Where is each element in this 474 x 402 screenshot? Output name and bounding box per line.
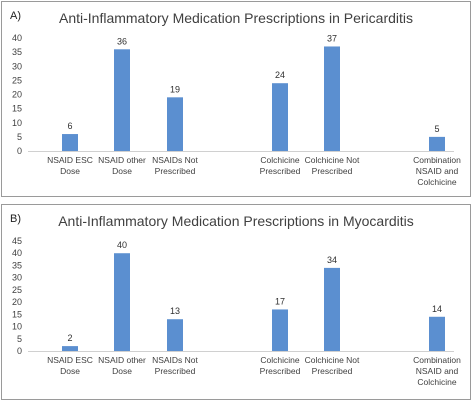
- y-tick-label: 20: [12, 90, 22, 100]
- bar: [62, 346, 78, 351]
- data-label: 17: [275, 296, 285, 306]
- y-tick-label: 0: [17, 146, 22, 156]
- x-category-label: NSAID ESC Dose: [47, 155, 93, 176]
- bar-chart-pericarditis: 0 5 10 15 20 25 30 35 40 6 NSAID ESC Dose 36 NSAID ot…: [12, 33, 461, 187]
- y-tick-label: 10: [12, 322, 22, 332]
- bar: [167, 97, 183, 151]
- y-tick-label: 5: [17, 132, 22, 142]
- x-category-label: Colchicine Not Prescribed: [305, 355, 360, 376]
- chart-panel-myocarditis: B) Anti-Inflammatory Medication Prescrip…: [1, 204, 471, 400]
- bar: [167, 319, 183, 351]
- y-tick-label: 0: [17, 346, 22, 356]
- data-label: 34: [327, 255, 337, 265]
- bar: [429, 136, 445, 151]
- x-category-label: NSAIDs Not Prescribed: [152, 155, 198, 176]
- data-label: 24: [275, 70, 285, 80]
- data-label: 40: [117, 240, 127, 250]
- y-tick-label: 15: [12, 104, 22, 114]
- bar: [324, 46, 340, 151]
- data-label: 37: [327, 33, 337, 43]
- data-label: 13: [170, 306, 180, 316]
- y-tick-label: 25: [12, 285, 22, 295]
- x-category-label: Colchicine Prescribed: [260, 155, 301, 176]
- x-category-label: NSAIDs Not Prescribed: [152, 355, 198, 376]
- chart-panel-pericarditis: A) Anti-Inflammatory Medication Prescrip…: [1, 1, 471, 197]
- bar: [272, 83, 288, 151]
- y-tick-label: 30: [12, 61, 22, 71]
- x-category-label: NSAID other Dose: [98, 155, 146, 176]
- y-tick-label: 10: [12, 118, 22, 128]
- data-label: 6: [67, 121, 72, 131]
- data-label: 14: [432, 304, 442, 314]
- y-tick-label: 15: [12, 309, 22, 319]
- x-category-label: Combination NSAID and Colchicine: [413, 155, 461, 187]
- x-category-label: NSAID other Dose: [98, 355, 146, 376]
- y-tick-label: 5: [17, 334, 22, 344]
- x-category-label: NSAID ESC Dose: [47, 355, 93, 376]
- y-tick-label: 35: [12, 260, 22, 270]
- y-tick-label: 40: [12, 33, 22, 43]
- data-label: 2: [67, 333, 72, 343]
- y-tick-label: 25: [12, 75, 22, 85]
- y-tick-label: 20: [12, 297, 22, 307]
- x-category-label: Colchicine Prescribed: [260, 355, 301, 376]
- bar: [114, 49, 130, 151]
- x-category-label: Colchicine Not Prescribed: [305, 155, 360, 176]
- data-label: 19: [170, 84, 180, 94]
- data-label: 36: [117, 36, 127, 46]
- x-category-label: Combination NSAID and Colchicine: [413, 355, 461, 387]
- panel-label: B): [10, 213, 21, 225]
- bar: [62, 134, 78, 151]
- data-label: 5: [434, 124, 439, 134]
- y-tick-label: 45: [12, 236, 22, 246]
- bar: [324, 267, 340, 351]
- y-tick-label: 40: [12, 248, 22, 258]
- bar: [429, 316, 445, 351]
- y-tick-label: 30: [12, 273, 22, 283]
- panel-label: A): [10, 10, 21, 22]
- chart-title: Anti-Inflammatory Medication Prescriptio…: [58, 213, 414, 229]
- y-tick-label: 35: [12, 47, 22, 57]
- bar: [114, 253, 130, 351]
- chart-title: Anti-Inflammatory Medication Prescriptio…: [58, 10, 413, 26]
- bar: [272, 309, 288, 351]
- bar-chart-myocarditis: 0 5 10 15 20 25 30 35 40 45 2 NSAID ESC Dose 40 NSAID …: [12, 236, 461, 387]
